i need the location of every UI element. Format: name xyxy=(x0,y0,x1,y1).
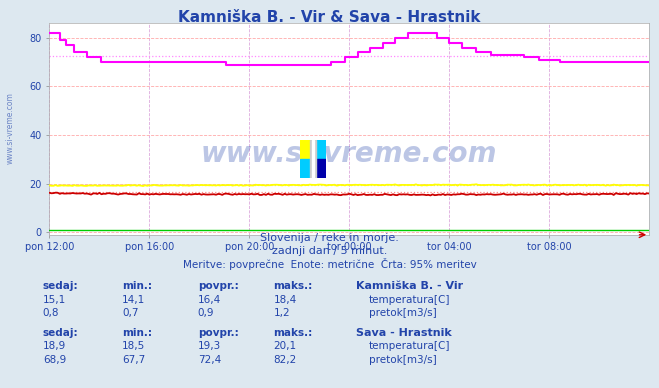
Text: temperatura[C]: temperatura[C] xyxy=(369,341,451,351)
Text: min.:: min.: xyxy=(122,281,152,291)
Text: sedaj:: sedaj: xyxy=(43,327,78,338)
Text: Sava - Hrastnik: Sava - Hrastnik xyxy=(356,327,451,338)
Text: Kamniška B. - Vir: Kamniška B. - Vir xyxy=(356,281,463,291)
Text: 67,7: 67,7 xyxy=(122,355,145,365)
Text: Meritve: povprečne  Enote: metrične  Črta: 95% meritev: Meritve: povprečne Enote: metrične Črta:… xyxy=(183,258,476,270)
Text: 16,4: 16,4 xyxy=(198,294,221,305)
Text: maks.:: maks.: xyxy=(273,281,313,291)
Text: 0,8: 0,8 xyxy=(43,308,59,318)
Text: zadnji dan / 5 minut.: zadnji dan / 5 minut. xyxy=(272,246,387,256)
Text: www.si-vreme.com: www.si-vreme.com xyxy=(201,140,498,168)
Text: Slovenija / reke in morje.: Slovenija / reke in morje. xyxy=(260,232,399,242)
Text: 18,9: 18,9 xyxy=(43,341,66,351)
Text: Kamniška B. - Vir & Sava - Hrastnik: Kamniška B. - Vir & Sava - Hrastnik xyxy=(178,10,481,25)
Text: sedaj:: sedaj: xyxy=(43,281,78,291)
Text: 18,4: 18,4 xyxy=(273,294,297,305)
Text: povpr.:: povpr.: xyxy=(198,327,239,338)
Text: pretok[m3/s]: pretok[m3/s] xyxy=(369,308,437,318)
Text: 19,3: 19,3 xyxy=(198,341,221,351)
Text: 15,1: 15,1 xyxy=(43,294,66,305)
Bar xyxy=(313,159,326,178)
Text: pretok[m3/s]: pretok[m3/s] xyxy=(369,355,437,365)
Text: 0,7: 0,7 xyxy=(122,308,138,318)
Bar xyxy=(313,140,326,159)
Text: 1,2: 1,2 xyxy=(273,308,290,318)
Text: maks.:: maks.: xyxy=(273,327,313,338)
Text: min.:: min.: xyxy=(122,327,152,338)
Text: povpr.:: povpr.: xyxy=(198,281,239,291)
Bar xyxy=(300,159,313,178)
Polygon shape xyxy=(312,140,314,178)
Text: 14,1: 14,1 xyxy=(122,294,145,305)
Bar xyxy=(300,140,313,159)
Text: 18,5: 18,5 xyxy=(122,341,145,351)
Text: 20,1: 20,1 xyxy=(273,341,297,351)
Text: 0,9: 0,9 xyxy=(198,308,214,318)
Polygon shape xyxy=(310,140,316,178)
Text: 72,4: 72,4 xyxy=(198,355,221,365)
Text: 68,9: 68,9 xyxy=(43,355,66,365)
Text: 82,2: 82,2 xyxy=(273,355,297,365)
Text: temperatura[C]: temperatura[C] xyxy=(369,294,451,305)
Text: www.si-vreme.com: www.si-vreme.com xyxy=(5,92,14,164)
